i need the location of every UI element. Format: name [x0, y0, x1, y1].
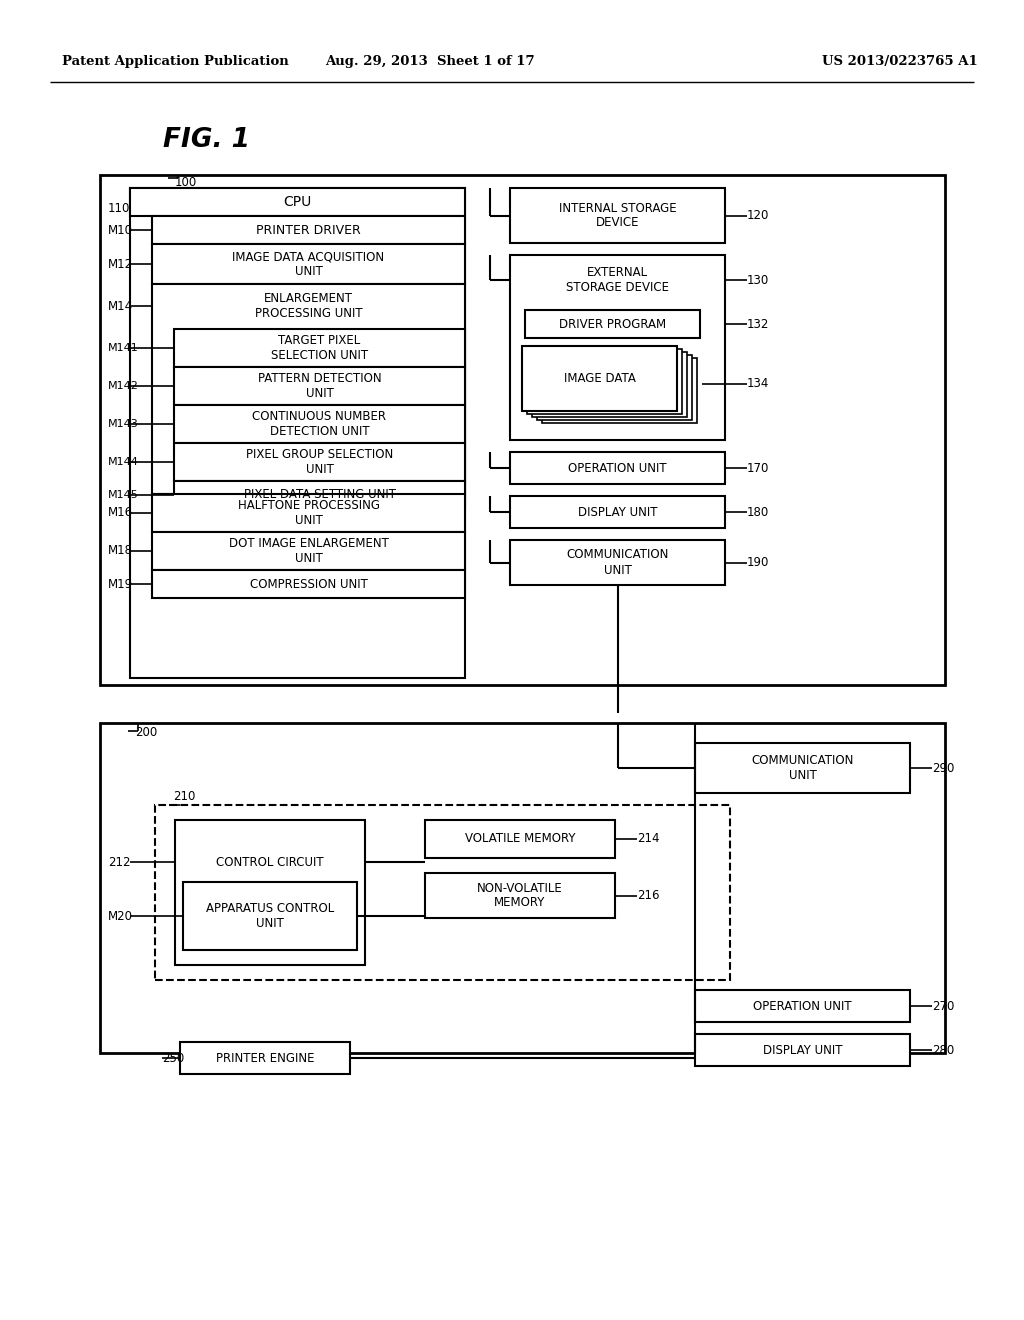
Text: 100: 100	[175, 176, 198, 189]
Text: 212: 212	[108, 855, 130, 869]
Bar	[152, 494, 465, 532]
Text: COMMUNICATION
UNIT: COMMUNICATION UNIT	[752, 754, 854, 781]
Text: PRINTER DRIVER: PRINTER DRIVER	[256, 223, 360, 236]
Bar	[542, 358, 697, 422]
Text: 130: 130	[746, 273, 769, 286]
Text: EXTERNAL
STORAGE DEVICE: EXTERNAL STORAGE DEVICE	[566, 267, 669, 294]
Text: DRIVER PROGRAM: DRIVER PROGRAM	[559, 318, 666, 330]
Text: 120: 120	[746, 209, 769, 222]
Text: APPARATUS CONTROL
UNIT: APPARATUS CONTROL UNIT	[206, 902, 334, 931]
Text: IMAGE DATA: IMAGE DATA	[563, 372, 636, 385]
Bar	[152, 570, 465, 598]
Text: PRINTER ENGINE: PRINTER ENGINE	[216, 1052, 314, 1064]
Bar	[174, 405, 465, 444]
Text: FIG. 1: FIG. 1	[163, 127, 250, 153]
Bar	[100, 176, 945, 685]
Bar	[532, 352, 687, 417]
Text: PATTERN DETECTION
UNIT: PATTERN DETECTION UNIT	[258, 372, 381, 400]
Text: HALFTONE PROCESSING
UNIT: HALFTONE PROCESSING UNIT	[238, 499, 380, 527]
Text: M145: M145	[108, 490, 138, 500]
Text: Aug. 29, 2013  Sheet 1 of 17: Aug. 29, 2013 Sheet 1 of 17	[326, 55, 535, 69]
Bar	[522, 346, 677, 411]
Bar	[130, 187, 465, 216]
Text: 290: 290	[932, 762, 954, 775]
Text: 280: 280	[932, 1044, 954, 1056]
Text: VOLATILE MEMORY: VOLATILE MEMORY	[465, 833, 575, 846]
Text: DOT IMAGE ENLARGEMENT
UNIT: DOT IMAGE ENLARGEMENT UNIT	[228, 537, 388, 565]
Text: CONTINUOUS NUMBER
DETECTION UNIT: CONTINUOUS NUMBER DETECTION UNIT	[253, 411, 386, 438]
Bar	[425, 873, 615, 917]
Text: OPERATION UNIT: OPERATION UNIT	[568, 462, 667, 474]
Text: M18: M18	[108, 544, 133, 557]
Text: M144: M144	[108, 457, 139, 467]
Bar	[695, 990, 910, 1022]
Bar	[174, 444, 465, 480]
Bar	[510, 540, 725, 585]
Bar	[180, 1041, 350, 1074]
Bar	[695, 1034, 910, 1067]
Text: OPERATION UNIT: OPERATION UNIT	[754, 999, 852, 1012]
Bar	[425, 820, 615, 858]
Text: 190: 190	[746, 556, 769, 569]
Bar	[537, 355, 692, 420]
Bar	[510, 451, 725, 484]
Text: M16: M16	[108, 507, 133, 520]
Text: M19: M19	[108, 578, 133, 590]
Text: M12: M12	[108, 257, 133, 271]
Text: COMMUNICATION
UNIT: COMMUNICATION UNIT	[566, 549, 669, 577]
Bar	[174, 329, 465, 367]
Text: TARGET PIXEL
SELECTION UNIT: TARGET PIXEL SELECTION UNIT	[271, 334, 368, 362]
Text: PIXEL DATA SETTING UNIT: PIXEL DATA SETTING UNIT	[244, 488, 395, 502]
Text: COMPRESSION UNIT: COMPRESSION UNIT	[250, 578, 368, 590]
Text: 214: 214	[637, 833, 659, 846]
Text: 132: 132	[746, 318, 769, 330]
Bar	[175, 820, 365, 965]
Text: 270: 270	[932, 999, 954, 1012]
Bar	[695, 743, 910, 793]
Text: 216: 216	[637, 888, 659, 902]
Bar	[100, 723, 945, 1053]
Bar	[510, 187, 725, 243]
Text: 134: 134	[746, 378, 769, 389]
Bar	[152, 284, 465, 494]
Text: DISPLAY UNIT: DISPLAY UNIT	[763, 1044, 843, 1056]
Text: IMAGE DATA ACQUISITION
UNIT: IMAGE DATA ACQUISITION UNIT	[232, 249, 385, 279]
Text: 200: 200	[135, 726, 158, 739]
Text: 210: 210	[173, 791, 196, 804]
Bar	[527, 348, 682, 414]
Text: ENLARGEMENT
PROCESSING UNIT: ENLARGEMENT PROCESSING UNIT	[255, 292, 362, 319]
Bar	[510, 496, 725, 528]
Text: NON-VOLATILE
MEMORY: NON-VOLATILE MEMORY	[477, 882, 563, 909]
Text: M10: M10	[108, 223, 133, 236]
Text: PIXEL GROUP SELECTION
UNIT: PIXEL GROUP SELECTION UNIT	[246, 447, 393, 477]
Text: M141: M141	[108, 343, 138, 352]
Bar	[130, 187, 465, 678]
Text: Patent Application Publication: Patent Application Publication	[62, 55, 289, 69]
Text: DISPLAY UNIT: DISPLAY UNIT	[578, 506, 657, 519]
Text: 250: 250	[162, 1052, 184, 1064]
Text: 170: 170	[746, 462, 769, 474]
Bar	[152, 532, 465, 570]
Bar	[183, 882, 357, 950]
Text: US 2013/0223765 A1: US 2013/0223765 A1	[822, 55, 978, 69]
Text: 110: 110	[108, 202, 130, 214]
Bar	[152, 244, 465, 284]
Bar	[510, 255, 725, 440]
Bar	[155, 805, 730, 979]
Bar	[525, 310, 700, 338]
Text: M20: M20	[108, 909, 133, 923]
Text: M143: M143	[108, 418, 138, 429]
Bar	[174, 480, 465, 510]
Text: CONTROL CIRCUIT: CONTROL CIRCUIT	[216, 855, 324, 869]
Text: M142: M142	[108, 381, 139, 391]
Bar	[174, 367, 465, 405]
Text: M14: M14	[108, 300, 133, 313]
Bar	[152, 216, 465, 244]
Text: INTERNAL STORAGE
DEVICE: INTERNAL STORAGE DEVICE	[559, 202, 676, 230]
Text: 180: 180	[746, 506, 769, 519]
Text: CPU: CPU	[284, 195, 311, 209]
